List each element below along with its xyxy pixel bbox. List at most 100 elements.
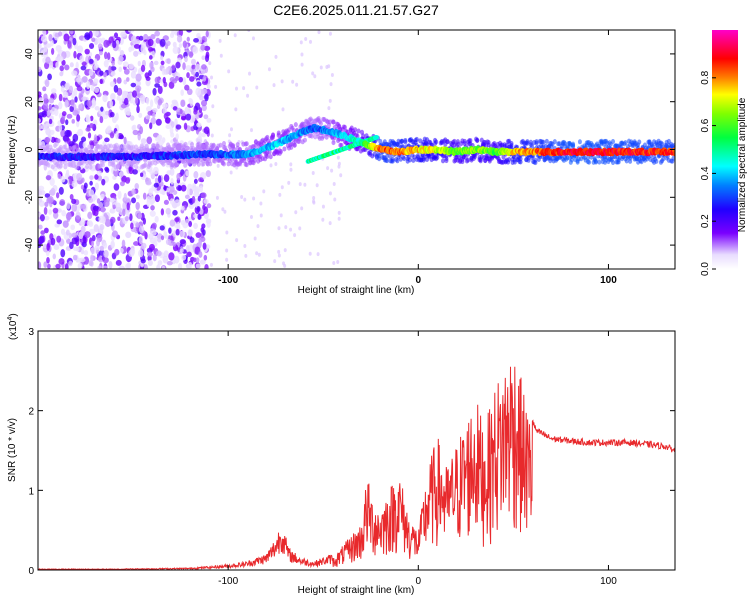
spectrogram-cell — [637, 139, 642, 145]
spectrogram-cell — [71, 70, 78, 77]
spectrogram-cell — [63, 33, 70, 42]
spectrogram-cell — [140, 242, 147, 249]
spectrogram-cell — [193, 178, 198, 184]
spectrogram-cell — [168, 185, 175, 193]
spectrogram-cell — [149, 169, 154, 175]
spectrogram-cell — [294, 210, 298, 215]
spectrogram-cell — [228, 133, 232, 138]
spectrogram-cell — [204, 141, 209, 147]
spectrogram-cell — [43, 261, 48, 268]
spectrogram-cell — [98, 50, 103, 56]
spectrogram-cell — [61, 59, 66, 66]
spectrogram-cell — [201, 99, 208, 107]
spectrogram-cell — [402, 156, 407, 162]
spectrogram-cell — [140, 138, 147, 145]
spectrogram-cell — [67, 146, 72, 152]
spectrogram-cell — [229, 127, 233, 132]
spectrogram-cell — [147, 38, 154, 47]
spectrogram-cell — [326, 166, 330, 171]
spectrogram-cell — [157, 237, 162, 243]
spectrogram-cell — [209, 262, 213, 267]
spectrogram-cell — [175, 124, 182, 130]
spectrogram-cell — [219, 53, 223, 58]
spectrogram-cell — [110, 66, 117, 71]
spectrogram-cell — [175, 161, 180, 167]
spectrogram-cell — [202, 75, 207, 82]
spectrogram-cell — [38, 224, 43, 230]
spectrogram-cell — [146, 106, 152, 112]
spectrogram-cell — [97, 43, 103, 50]
spectrogram-cell — [157, 98, 163, 106]
spectrogram-cell — [110, 240, 115, 249]
spectrogram-cell — [157, 260, 163, 266]
spectrogram-cell — [72, 109, 79, 116]
spectrogram-cell — [206, 220, 211, 228]
spectrogram-cell — [85, 127, 91, 132]
spectrogram-cell — [218, 142, 223, 148]
spectrogram-cell — [180, 115, 187, 121]
spectrogram-cell — [135, 73, 142, 82]
spectrogram-cell — [71, 180, 78, 188]
spectrogram-cell — [43, 227, 49, 234]
spectrogram-cell — [133, 43, 141, 49]
spectrogram-cell — [77, 262, 83, 269]
spectrogram-cell — [87, 197, 94, 203]
y-tick-label: 0 — [24, 146, 35, 152]
spectrogram-cell — [84, 32, 91, 40]
spectrogram-cell — [339, 173, 343, 178]
spectrogram-cell — [123, 68, 130, 75]
spectrogram-cell — [101, 216, 106, 224]
spectrogram-cell — [234, 107, 238, 112]
colorbar-tick-label: 0.4 — [700, 166, 711, 180]
spectrogram-cell — [131, 188, 136, 195]
spectrogram-cell — [283, 248, 287, 253]
spectrogram-cell — [218, 38, 222, 43]
spectrogram-cell — [59, 65, 64, 72]
spectrogram-cell — [63, 164, 68, 170]
spectrogram-cell — [328, 221, 332, 226]
spectrogram-cell — [130, 222, 134, 230]
spectrogram-cell — [192, 46, 199, 54]
spectrogram-cell — [109, 143, 114, 149]
snr-x-label: Height of straight line (km) — [298, 585, 415, 596]
spectrogram-cell — [88, 69, 94, 76]
spectrogram-cell — [106, 52, 111, 60]
spectrogram-cell — [176, 34, 183, 43]
spectrogram-cell — [99, 70, 104, 76]
spectrogram-cell — [533, 157, 538, 163]
spectrogram-cell — [243, 243, 247, 248]
spectrogram-cell — [47, 196, 54, 204]
spectrogram-cell — [152, 87, 157, 96]
spectrogram-cell — [214, 84, 218, 89]
spectrogram-cell — [328, 191, 332, 196]
spectrogram-cell — [475, 137, 480, 143]
y-tick-label: -20 — [24, 190, 35, 205]
spectrogram-cell — [38, 43, 42, 49]
spectrogram-cell — [330, 72, 334, 77]
spectrogram-cell — [291, 79, 295, 84]
spectrogram-cell — [252, 196, 256, 201]
snr-series-line — [38, 366, 675, 570]
spectrogram-cell — [291, 127, 296, 133]
spectrogram-cell — [276, 130, 281, 136]
spectrogram-cell — [71, 232, 78, 238]
spectrogram-cell — [68, 260, 73, 267]
spectrogram-cell — [193, 222, 198, 230]
spectrogram-cell — [147, 259, 153, 266]
spectrogram-cell — [189, 237, 195, 243]
spectrogram-cell — [64, 263, 69, 269]
spectrogram-cell — [81, 76, 88, 83]
spectrogram-cell — [109, 208, 115, 214]
spectrogram-cell — [105, 126, 112, 134]
spectrogram-cell — [142, 192, 147, 200]
spectrogram-cell — [169, 198, 174, 205]
spectrogram-cell — [115, 259, 122, 266]
spectrogram-cell — [134, 39, 141, 45]
spectrogram-cell — [99, 223, 105, 231]
spectrogram-cell — [331, 119, 336, 125]
spectrogram-cell — [122, 61, 129, 68]
spectrogram-cell — [89, 175, 94, 180]
spectrogram-cell — [174, 217, 180, 222]
spectrogram-cell — [75, 246, 80, 252]
spectrogram-cell — [172, 41, 177, 48]
